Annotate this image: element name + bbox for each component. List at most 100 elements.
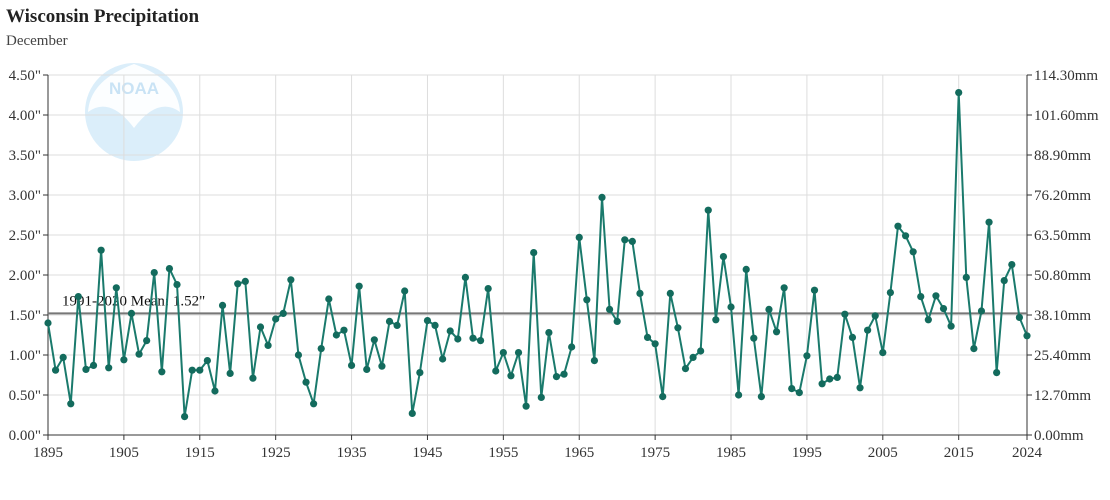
data-point[interactable] — [256, 323, 265, 331]
data-point[interactable] — [803, 352, 811, 360]
data-point[interactable] — [522, 402, 530, 410]
data-point[interactable] — [363, 365, 371, 373]
data-point[interactable] — [537, 393, 545, 401]
data-point[interactable] — [924, 316, 932, 324]
data-point[interactable] — [507, 372, 515, 380]
data-point[interactable] — [666, 289, 674, 297]
data-point[interactable] — [605, 305, 614, 313]
data-point[interactable] — [590, 357, 599, 365]
data-point[interactable] — [355, 282, 363, 290]
data-point[interactable] — [332, 331, 340, 339]
data-point[interactable] — [750, 334, 758, 342]
data-point[interactable] — [294, 351, 303, 359]
data-point[interactable] — [879, 349, 887, 357]
data-point[interactable] — [385, 317, 394, 325]
data-point[interactable] — [788, 385, 796, 393]
data-point[interactable] — [514, 349, 523, 357]
data-point[interactable] — [704, 206, 712, 214]
data-point[interactable] — [82, 365, 90, 373]
data-point[interactable] — [1015, 313, 1024, 321]
data-point[interactable] — [985, 218, 993, 226]
data-point[interactable] — [757, 393, 765, 401]
data-point[interactable] — [939, 305, 948, 313]
data-point[interactable] — [249, 374, 257, 382]
data-point[interactable] — [241, 277, 249, 285]
data-point[interactable] — [127, 309, 136, 317]
data-point[interactable] — [340, 326, 348, 334]
data-point[interactable] — [120, 356, 128, 364]
data-point[interactable] — [272, 315, 280, 323]
data-point[interactable] — [173, 281, 181, 289]
data-point[interactable] — [977, 307, 986, 315]
data-point[interactable] — [211, 387, 219, 395]
data-point[interactable] — [841, 310, 849, 318]
data-point[interactable] — [575, 233, 583, 241]
data-point[interactable] — [97, 246, 105, 254]
data-point[interactable] — [886, 289, 894, 297]
data-point[interactable] — [530, 249, 538, 257]
data-point[interactable] — [150, 269, 158, 277]
data-point[interactable] — [871, 312, 879, 320]
data-point[interactable] — [636, 289, 644, 297]
data-point[interactable] — [234, 280, 242, 288]
data-point[interactable] — [196, 366, 204, 374]
data-point[interactable] — [917, 293, 925, 301]
data-point[interactable] — [416, 369, 424, 377]
data-point[interactable] — [712, 316, 720, 324]
data-point[interactable] — [492, 367, 500, 375]
data-point[interactable] — [461, 273, 470, 281]
data-point[interactable] — [264, 341, 272, 349]
data-point[interactable] — [810, 286, 819, 294]
data-point[interactable] — [181, 413, 189, 421]
data-point[interactable] — [393, 321, 401, 329]
data-point[interactable] — [279, 309, 287, 317]
data-point[interactable] — [856, 384, 864, 392]
data-point[interactable] — [1000, 277, 1008, 285]
data-point[interactable] — [780, 284, 788, 292]
data-point[interactable] — [188, 366, 196, 374]
data-point[interactable] — [287, 276, 295, 284]
data-point[interactable] — [993, 369, 1001, 377]
data-point[interactable] — [423, 317, 432, 325]
data-point[interactable] — [552, 373, 561, 381]
data-point[interactable] — [431, 321, 439, 329]
data-point[interactable] — [719, 253, 728, 261]
data-point[interactable] — [613, 317, 621, 325]
data-point[interactable] — [1008, 261, 1016, 269]
data-point[interactable] — [226, 369, 234, 377]
data-point[interactable] — [135, 350, 143, 358]
data-point[interactable] — [454, 335, 462, 343]
data-point[interactable] — [347, 361, 356, 369]
data-point[interactable] — [44, 319, 52, 327]
data-point[interactable] — [143, 337, 151, 345]
data-point[interactable] — [158, 368, 166, 376]
data-point[interactable] — [310, 400, 318, 408]
data-point[interactable] — [826, 375, 834, 383]
data-point[interactable] — [476, 337, 485, 345]
data-point[interactable] — [742, 265, 750, 273]
data-point[interactable] — [970, 345, 978, 353]
data-point[interactable] — [51, 366, 60, 374]
data-point[interactable] — [727, 303, 735, 311]
data-point[interactable] — [74, 293, 82, 301]
data-point[interactable] — [67, 400, 75, 408]
data-point[interactable] — [674, 324, 682, 332]
data-point[interactable] — [439, 355, 447, 363]
data-point[interactable] — [1023, 332, 1031, 340]
data-point[interactable] — [765, 305, 773, 313]
data-point[interactable] — [598, 193, 606, 201]
data-point[interactable] — [932, 292, 940, 300]
data-point[interactable] — [203, 357, 211, 365]
data-point[interactable] — [499, 349, 507, 357]
data-point[interactable] — [894, 222, 902, 230]
data-point[interactable] — [408, 409, 416, 417]
data-point[interactable] — [560, 370, 568, 378]
data-point[interactable] — [735, 391, 743, 399]
data-point[interactable] — [583, 296, 591, 304]
data-point[interactable] — [643, 333, 652, 341]
data-point[interactable] — [59, 353, 67, 361]
data-point[interactable] — [302, 378, 310, 386]
data-point[interactable] — [545, 329, 553, 337]
data-point[interactable] — [621, 236, 629, 244]
data-point[interactable] — [112, 284, 120, 292]
